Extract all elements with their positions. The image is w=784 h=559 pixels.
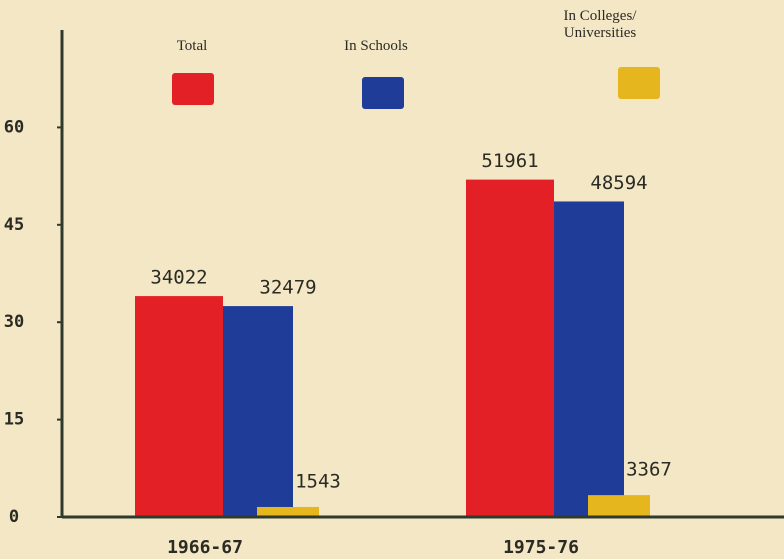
value-label: 3367 — [626, 459, 672, 481]
value-label: 1543 — [295, 470, 341, 492]
value-label: 48594 — [590, 172, 647, 194]
legend-label: In Schools — [344, 38, 408, 54]
bar — [257, 506, 319, 517]
legend-label: In Colleges/ Universities — [563, 8, 637, 41]
bar — [135, 296, 223, 517]
y-tick-label: 30 — [4, 312, 24, 332]
bar — [554, 201, 624, 518]
legend-label: Total — [176, 38, 208, 54]
y-tick-label: 0 — [9, 507, 19, 527]
legend-swatch — [362, 77, 404, 109]
y-tick-label: 15 — [4, 410, 24, 430]
x-tick-label: 1966-67 — [167, 537, 243, 558]
legend-swatch — [172, 73, 214, 105]
y-tick-label: 60 — [4, 117, 24, 137]
value-label: 32479 — [259, 277, 316, 299]
x-tick-label: 1975-76 — [503, 537, 579, 558]
y-tick-label: 45 — [4, 215, 24, 235]
value-label: 51961 — [481, 150, 538, 172]
legend-swatch — [618, 67, 660, 99]
bar — [588, 495, 650, 517]
value-label: 34022 — [150, 267, 207, 289]
bar — [223, 306, 293, 517]
bar — [466, 179, 554, 517]
